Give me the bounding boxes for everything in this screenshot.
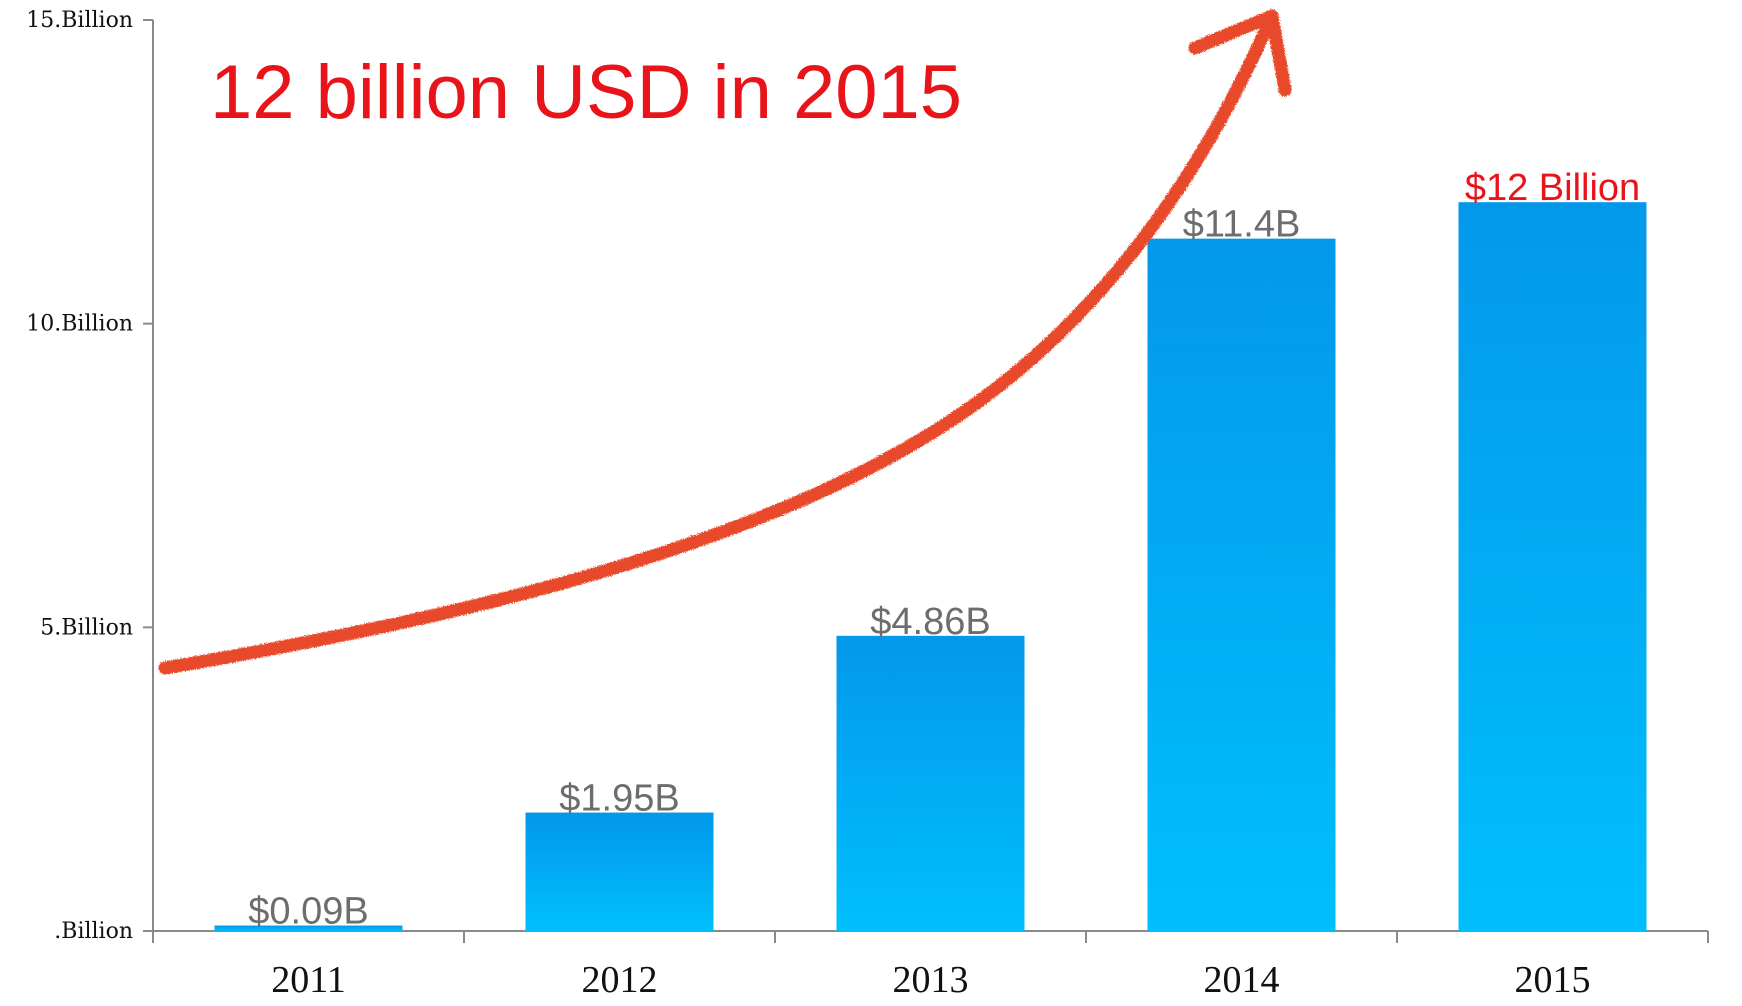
x-category-label: 2015: [1515, 959, 1591, 1001]
bar-2015: [1458, 202, 1647, 931]
bar-2011: [214, 925, 403, 931]
data-label-2014: $11.4B: [1183, 204, 1301, 246]
headline-annotation: 12 billion USD in 2015: [210, 50, 962, 135]
x-axis: 2011 2012 2013 2014 2015: [152, 930, 1709, 1001]
bar-2012: [525, 812, 714, 931]
y-tick-label: 15.Billion: [26, 8, 133, 33]
data-label-2012: $1.95B: [559, 778, 679, 820]
data-label-2013: $4.86B: [870, 601, 990, 643]
data-label-2011: $0.09B: [248, 891, 368, 933]
trend-arrow-icon: [158, 9, 1292, 675]
y-tick-label: 5.Billion: [40, 615, 133, 640]
bars: [214, 202, 1647, 931]
x-category-label: 2011: [271, 959, 346, 1001]
x-category-label: 2012: [582, 959, 658, 1001]
data-labels: $0.09B $1.95B $4.86B $11.4B $12 Billion: [248, 167, 1640, 932]
x-category-label: 2013: [893, 959, 969, 1001]
data-label-2015: $12 Billion: [1465, 167, 1640, 209]
bar-2013: [836, 635, 1025, 931]
y-axis: .Billion 5.Billion 10.Billion 15.Billion: [26, 8, 154, 944]
y-tick-label: .Billion: [54, 919, 133, 944]
x-category-label: 2014: [1204, 959, 1280, 1001]
y-tick-label: 10.Billion: [26, 312, 133, 337]
bar-2014: [1147, 238, 1336, 931]
